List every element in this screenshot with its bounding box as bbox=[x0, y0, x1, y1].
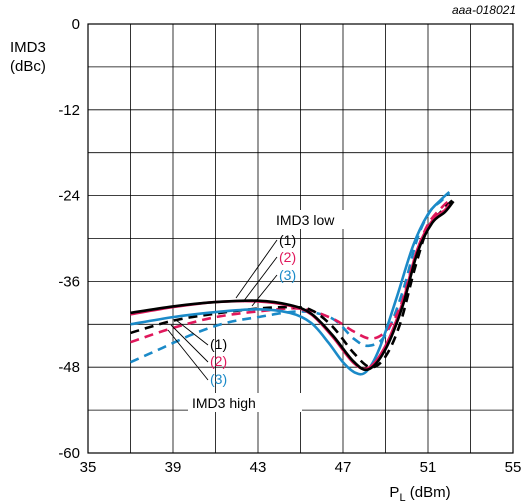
high-label-2: (2) bbox=[210, 353, 227, 369]
x-axis-label-main: P bbox=[389, 484, 399, 501]
imd3-high-title: IMD3 high bbox=[192, 395, 256, 411]
x-tick-label: 47 bbox=[335, 459, 352, 476]
x-axis-label-unit: (dBm) bbox=[406, 484, 451, 501]
y-tick-label: 0 bbox=[72, 16, 80, 33]
imd3-low-title-backdrop bbox=[272, 210, 354, 229]
leader-line bbox=[167, 329, 209, 381]
y-tick-label: -24 bbox=[58, 188, 80, 205]
series-low-3 bbox=[130, 191, 451, 376]
low-label-3: (3) bbox=[279, 267, 296, 283]
grid-lines bbox=[88, 24, 513, 453]
y-tick-label: -36 bbox=[58, 273, 80, 290]
series-high-3 bbox=[129, 192, 451, 364]
figure-reference: aaa-018021 bbox=[452, 3, 516, 17]
high-label-3: (3) bbox=[210, 371, 227, 387]
leader-line bbox=[170, 324, 209, 363]
x-tick-labels: 35 39 43 47 51 55 bbox=[80, 459, 522, 476]
y-axis-label-line1: IMD3 bbox=[10, 39, 46, 56]
plot-frame bbox=[87, 23, 514, 454]
x-tick-label: 35 bbox=[80, 459, 97, 476]
y-tick-labels: 0 -12 -24 -36 -48 -60 bbox=[58, 16, 80, 462]
series-low-1 bbox=[130, 200, 455, 372]
high-label-1: (1) bbox=[210, 336, 227, 352]
y-tick-label: -48 bbox=[58, 359, 80, 376]
x-tick-label: 55 bbox=[505, 459, 522, 476]
annotation-leaders bbox=[167, 239, 278, 381]
x-axis-label-subscript: L bbox=[399, 492, 405, 502]
leader-line bbox=[251, 274, 278, 307]
x-tick-label: 39 bbox=[165, 459, 182, 476]
leader-line bbox=[242, 256, 278, 303]
leader-line bbox=[235, 239, 278, 299]
x-tick-label: 51 bbox=[420, 459, 437, 476]
y-axis-label-line2: (dBc) bbox=[10, 58, 46, 75]
imd3-low-title: IMD3 low bbox=[276, 212, 335, 228]
imd3-high-title-backdrop bbox=[188, 393, 302, 412]
x-axis-label: PL (dBm) bbox=[389, 484, 450, 502]
low-label-2: (2) bbox=[279, 249, 296, 265]
annotations: IMD3 low (1) (2) (3) (1) (2) (3) IMD3 hi… bbox=[188, 210, 354, 412]
x-tick-label: 43 bbox=[250, 459, 267, 476]
leader-line bbox=[175, 319, 209, 346]
series-layer bbox=[129, 191, 455, 376]
series-high-2 bbox=[130, 199, 451, 344]
y-tick-label: -60 bbox=[58, 445, 80, 462]
y-tick-label: -12 bbox=[58, 102, 80, 119]
low-label-1: (1) bbox=[279, 232, 296, 248]
